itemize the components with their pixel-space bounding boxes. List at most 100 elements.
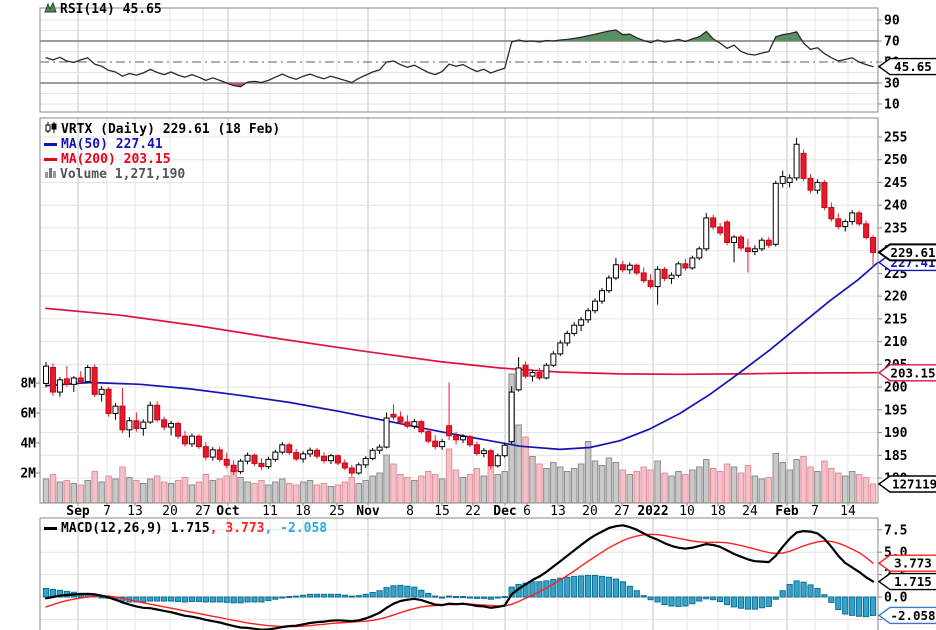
volume-bar — [286, 483, 293, 504]
candle-down — [856, 212, 863, 225]
volume-bar — [327, 486, 335, 504]
volume-bar — [807, 466, 814, 504]
macd-histogram-bar — [140, 596, 147, 603]
x-axis-label: 27 — [195, 504, 211, 519]
macd-histogram-bar — [195, 596, 203, 602]
volume-bar — [216, 478, 223, 504]
volume-bar — [133, 480, 140, 504]
candle-down — [870, 236, 877, 253]
callout-flag — [877, 572, 936, 591]
volume-bar — [633, 471, 640, 504]
candle-down — [77, 377, 84, 383]
callout-value: 1271190 — [892, 477, 936, 492]
callout-flag — [877, 606, 936, 625]
volume-axis-label: 6M — [20, 407, 36, 422]
price-legend: VRTX (Daily) 229.61 (18 Feb) MA(50) 227.… — [44, 122, 280, 182]
candle-down — [175, 422, 182, 437]
x-axis-label: 22 — [465, 504, 481, 519]
candle-up — [279, 444, 286, 453]
macd-histogram-bar — [585, 574, 592, 598]
macd-histogram-bar — [696, 596, 703, 602]
candle-down — [835, 218, 842, 228]
macd-histogram-bar — [473, 596, 480, 599]
candle-down — [863, 223, 870, 238]
volume-bar — [515, 424, 522, 504]
macd-histogram-bar — [849, 596, 856, 616]
macd-histogram-bar — [612, 578, 619, 598]
candle-up — [772, 182, 779, 245]
volume-bar — [730, 466, 738, 504]
candle-up — [237, 460, 244, 473]
price-axis-label: 240 — [884, 199, 908, 214]
price-axis-label: 195 — [884, 403, 907, 418]
macd-histogram-bar — [689, 596, 696, 605]
macd-histogram-bar — [244, 596, 251, 603]
macd-histogram-bar — [807, 584, 814, 598]
x-axis-label: 7 — [811, 504, 819, 519]
volume-bar — [626, 474, 634, 504]
macd-histogram-bar — [251, 596, 258, 603]
macd-histogram-bar — [411, 586, 418, 598]
price-axis-label: 220 — [884, 290, 908, 305]
macd-histogram-bar — [223, 596, 230, 603]
volume-bar — [272, 481, 279, 504]
candle-down — [404, 421, 411, 427]
volume-bar — [181, 477, 189, 504]
volume-bar — [647, 469, 654, 504]
x-axis-label: 25 — [329, 504, 345, 519]
volume-bar — [751, 475, 759, 504]
volume-bar — [341, 481, 349, 504]
rsi-legend: RSI(14) 45.65 — [44, 1, 162, 17]
candle-up — [731, 236, 738, 243]
candle-up — [654, 268, 661, 288]
candle-up — [689, 257, 696, 269]
candle-down — [717, 226, 724, 234]
volume-bar — [550, 462, 557, 504]
candle-up — [355, 464, 362, 474]
volume-bar — [438, 478, 446, 504]
callout-flag — [877, 57, 936, 76]
volume-bar — [404, 477, 411, 504]
volume-bar — [147, 478, 154, 504]
volume-bar — [842, 475, 849, 504]
x-axis-label: 14 — [840, 504, 856, 519]
volume-bar — [501, 471, 508, 504]
rsi-axis-label: 90 — [884, 14, 900, 29]
candle-up — [751, 248, 758, 253]
callout-flag — [877, 243, 936, 262]
volume-bar — [105, 475, 112, 504]
macd-histogram-bar — [779, 590, 786, 598]
candle-up — [383, 417, 390, 448]
volume-bar — [112, 478, 119, 504]
macd-histogram-bar — [842, 596, 849, 615]
macd-histogram-bar — [425, 592, 432, 598]
volume-bar — [744, 465, 752, 504]
macd-legend: MACD(12,26,9) 1.715, 3.773, -2.058 — [44, 521, 327, 536]
macd-histogram-bar — [675, 596, 682, 607]
candle-down — [487, 450, 494, 467]
volume-bar — [605, 457, 613, 504]
candle-up — [480, 450, 487, 454]
macd-histogram-bar — [42, 587, 50, 598]
candle-up — [494, 455, 501, 467]
macd-histogram-bar — [230, 596, 237, 604]
macd-histogram-bar — [216, 596, 223, 603]
volume-bar — [98, 481, 105, 504]
x-axis-label: 18 — [295, 504, 311, 519]
x-axis-label: 13 — [550, 504, 566, 519]
macd-histogram-bar — [98, 596, 105, 599]
candle-down — [119, 405, 126, 431]
candle-down — [473, 444, 480, 454]
volume-bar — [557, 466, 564, 504]
candle-up — [147, 404, 154, 423]
candle-down — [286, 444, 293, 454]
candle-up — [612, 264, 619, 279]
macd-histogram-bar — [334, 593, 341, 598]
macd-histogram-bar — [300, 594, 307, 598]
macd-histogram-bar — [626, 585, 633, 598]
candle-down — [661, 268, 668, 279]
candle-down — [397, 416, 404, 423]
volume-bar — [119, 466, 126, 504]
